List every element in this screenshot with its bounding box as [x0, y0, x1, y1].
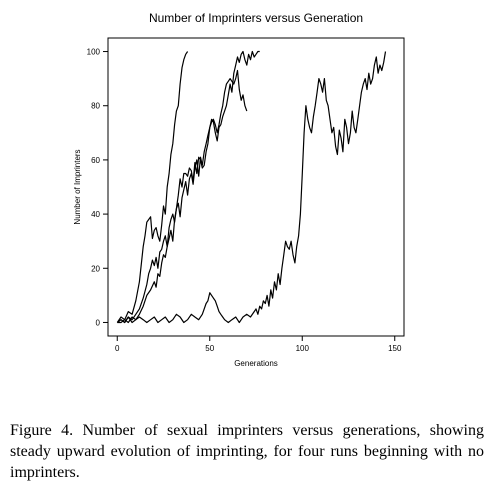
plot-area: 0 50 100 150 0 20 40 60 80 100: [87, 37, 405, 353]
x-tick-label: 0: [115, 344, 120, 353]
series-line-3: [117, 69, 248, 324]
plot-frame: [107, 37, 405, 337]
y-tick-label: 20: [91, 264, 100, 273]
y-tick-label: 100: [87, 48, 101, 57]
series-line-2: [116, 50, 260, 324]
y-tick-label: 40: [91, 210, 100, 219]
y-axis-label: Number of Imprinters: [73, 149, 82, 224]
series-line-4: [116, 51, 387, 324]
x-tick-label: 50: [205, 344, 214, 353]
chart-title: Number of Imprinters versus Generation: [149, 11, 363, 25]
y-tick-label: 60: [91, 156, 100, 165]
y-tick-label: 80: [91, 102, 100, 111]
x-axis-label: Generations: [234, 359, 278, 368]
x-tick-label: 150: [388, 344, 402, 353]
x-tick-label: 100: [296, 344, 310, 353]
y-tick-label: 0: [96, 318, 101, 327]
figure: Number of Imprinters versus Generation 0…: [73, 11, 405, 368]
figure-caption: Figure 4. Number of sexual imprinters ve…: [10, 422, 484, 481]
series-line-1: [116, 51, 189, 323]
